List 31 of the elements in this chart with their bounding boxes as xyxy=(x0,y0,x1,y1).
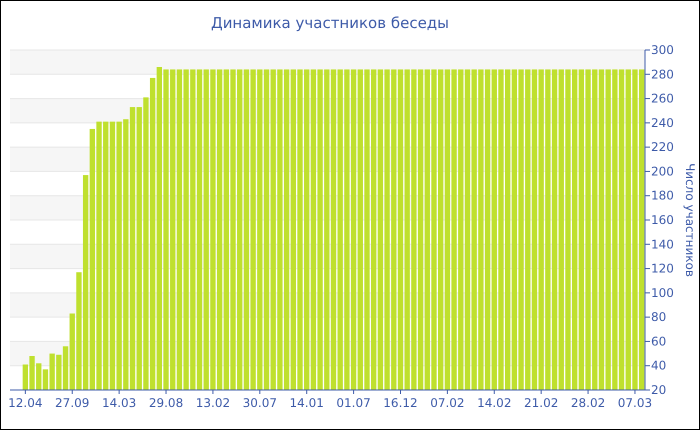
x-tick-label: 28.02 xyxy=(570,396,606,410)
y-tick-label: 200 xyxy=(651,164,674,178)
chart-title: Динамика участников беседы xyxy=(210,14,450,32)
y-tick-label: 260 xyxy=(651,92,674,106)
x-tick-label: 16.12 xyxy=(383,396,418,410)
y-tick-label: 280 xyxy=(651,67,674,82)
x-tick-label: 07.02 xyxy=(430,396,465,410)
x-tick-label: 12.04 xyxy=(8,396,43,410)
y-axis-title: Число участников xyxy=(683,163,697,277)
y-tick-label: 120 xyxy=(651,262,674,276)
x-tick-label: 30.07 xyxy=(242,396,277,410)
x-tick-label: 07.03 xyxy=(618,396,652,410)
y-tick-label: 60 xyxy=(651,334,666,348)
x-tick-label: 29.08 xyxy=(148,396,184,410)
x-tick-label: 14.02 xyxy=(477,396,512,410)
y-tick-label: 100 xyxy=(651,286,674,300)
y-tick-label: 240 xyxy=(651,116,674,130)
y-tick-label: 40 xyxy=(651,358,666,373)
y-tick-label: 80 xyxy=(651,310,666,324)
y-tick-label: 140 xyxy=(651,237,674,252)
y-tick-label: 300 xyxy=(651,43,674,57)
y-tick-label: 20 xyxy=(651,383,666,397)
x-tick-label: 14.01 xyxy=(290,396,324,410)
x-tick-label: 01.07 xyxy=(336,396,371,410)
x-tick-label: 27.09 xyxy=(55,396,90,410)
y-tick-label: 160 xyxy=(651,213,674,227)
y-tick-label: 220 xyxy=(651,140,674,154)
x-tick-label: 21.02 xyxy=(524,396,558,410)
x-tick-label: 13.02 xyxy=(196,396,230,410)
y-tick-label: 180 xyxy=(651,188,674,203)
x-tick-label: 14.03 xyxy=(102,396,136,410)
